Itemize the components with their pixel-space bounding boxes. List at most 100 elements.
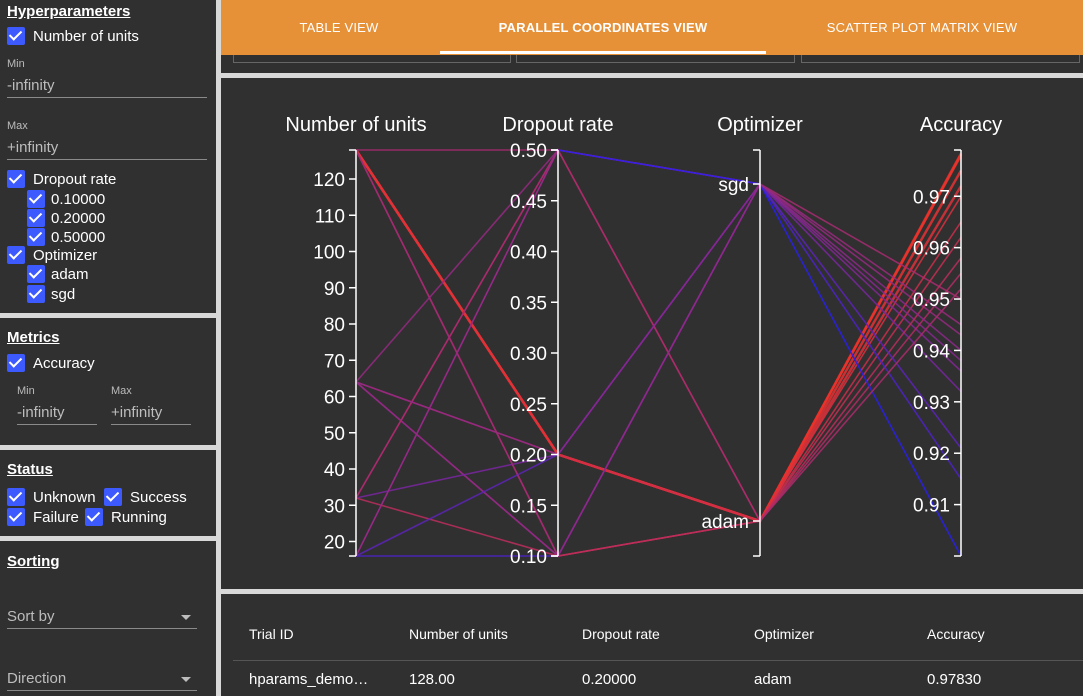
axis-tick-label: 0.97 (913, 187, 950, 208)
axis-tick-label: 60 (324, 388, 345, 409)
accuracy-min-label: Min (17, 385, 35, 397)
sorting-panel: Sorting Sort by Direction (0, 541, 216, 696)
optimizer-option-label: sgd (51, 285, 76, 303)
axis-tick-label: 50 (324, 424, 345, 445)
checkbox-icon (7, 508, 25, 526)
accuracy-checkbox[interactable]: Accuracy (7, 354, 95, 372)
axis-tick-label: 90 (324, 279, 345, 300)
table-cell-trial-id[interactable]: hparams_demo… (249, 671, 369, 688)
table-cell-dropout: 0.20000 (582, 671, 637, 688)
direction-select[interactable]: Direction (7, 670, 197, 691)
status-failure-label: Failure (33, 508, 79, 526)
trial-line (355, 182, 962, 456)
table-header-trial-id[interactable]: Trial ID (249, 626, 294, 642)
optimizer-option-checkbox[interactable]: sgd (27, 285, 75, 303)
axis-title: Dropout rate (502, 114, 613, 136)
tab-parallel-coordinates-view[interactable]: PARALLEL COORDINATES VIEW (498, 20, 708, 35)
optimizer-option-checkbox[interactable]: adam (27, 265, 89, 283)
table-cell-optimizer: adam (754, 671, 792, 688)
checkbox-icon (7, 488, 25, 506)
sidebar: Hyperparameters Number of units Min -inf… (0, 0, 216, 696)
column-selector[interactable] (801, 55, 1080, 63)
trial-line (355, 257, 962, 557)
accuracy-label: Accuracy (33, 354, 95, 372)
axis-tick-label: 0.94 (913, 341, 950, 362)
dropout-option-label: 0.20000 (51, 209, 106, 227)
axis-tick-label: 100 (313, 243, 345, 264)
accuracy-min-input[interactable]: -infinity (17, 404, 97, 425)
view-tabs: TABLE VIEW PARALLEL COORDINATES VIEW SCA… (221, 0, 1083, 55)
metrics-title: Metrics (7, 329, 60, 346)
dropout-option-label: 0.10000 (51, 190, 106, 208)
parallel-coordinates-plot: Number of units 120 110 100 90 80 70 60 50 40 30 20… (221, 78, 1083, 589)
table-cell-accuracy: 0.97830 (927, 671, 982, 688)
optimizer-checkbox[interactable]: Optimizer (7, 246, 97, 264)
dropout-option-checkbox[interactable]: 0.10000 (27, 190, 105, 208)
sort-by-label: Sort by (7, 608, 55, 625)
column-selector[interactable] (233, 55, 511, 63)
optimizer-label: Optimizer (33, 246, 98, 264)
column-selector-bar (221, 55, 1083, 73)
status-success-checkbox[interactable]: Success (104, 488, 187, 506)
column-selector[interactable] (516, 55, 795, 63)
table-cell-units: 128.00 (409, 671, 455, 688)
table-header-accuracy[interactable]: Accuracy (927, 626, 985, 642)
checkbox-icon (7, 354, 25, 372)
sort-by-select[interactable]: Sort by (7, 608, 197, 629)
accuracy-max-input[interactable]: +infinity (111, 404, 191, 425)
accuracy-max-label: Max (111, 385, 132, 397)
table-header-units[interactable]: Number of units (409, 626, 508, 642)
trial-line (355, 149, 962, 499)
dropdown-caret-icon (181, 677, 191, 682)
dropout-option-checkbox[interactable]: 0.50000 (27, 228, 105, 246)
axis-tick-label: 30 (324, 496, 345, 517)
table-header-dropout[interactable]: Dropout rate (582, 626, 660, 642)
status-success-label: Success (130, 488, 187, 506)
axis-tick-label: 0.20 (510, 446, 547, 467)
dropout-label: Dropout rate (33, 170, 117, 188)
status-running-label: Running (111, 508, 167, 526)
axis-tick-label: 110 (315, 206, 345, 227)
checkbox-icon (7, 170, 25, 188)
table-header-optimizer[interactable]: Optimizer (754, 626, 814, 642)
status-running-checkbox[interactable]: Running (85, 508, 167, 526)
trial-line (355, 149, 962, 557)
checkbox-icon (104, 488, 122, 506)
axis-tick-label: 20 (324, 533, 345, 554)
axis-tick-label: adam (701, 512, 749, 533)
units-max-input[interactable]: +infinity (7, 139, 207, 160)
trial-line (355, 149, 962, 383)
status-unknown-checkbox[interactable]: Unknown (7, 488, 96, 506)
checkbox-icon (7, 246, 25, 264)
checkbox-icon (27, 285, 45, 303)
axis-tick-label: 0.93 (913, 393, 950, 414)
dropout-option-checkbox[interactable]: 0.20000 (27, 209, 105, 227)
units-min-input[interactable]: -infinity (7, 77, 207, 98)
axis-tick-label: 40 (324, 460, 345, 481)
units-label: Number of units (33, 27, 139, 45)
tab-table-view[interactable]: TABLE VIEW (299, 20, 379, 35)
axis-title: Number of units (285, 114, 426, 136)
hyperparameters-panel: Hyperparameters Number of units Min -inf… (0, 0, 216, 313)
status-failure-checkbox[interactable]: Failure (7, 508, 79, 526)
dropdown-caret-icon (181, 615, 191, 620)
optimizer-option-label: adam (51, 265, 89, 283)
status-panel: Status Unknown Success Failure Running (0, 450, 216, 536)
axis-tick-label: 0.50 (510, 141, 547, 162)
axis-tick-label: 0.40 (510, 243, 547, 264)
tab-scatter-plot-matrix-view[interactable]: SCATTER PLOT MATRIX VIEW (826, 20, 1018, 35)
axis-tick-label: 0.45 (510, 192, 547, 213)
units-min-label: Min (7, 58, 25, 70)
axis-tick-label: 120 (313, 170, 345, 191)
axis-tick-label: 0.15 (510, 496, 547, 517)
axis-tick-label: 0.35 (510, 293, 547, 314)
axis-tick-label: 0.30 (510, 344, 547, 365)
checkbox-icon (7, 27, 25, 45)
units-checkbox[interactable]: Number of units (7, 27, 139, 45)
dropout-checkbox[interactable]: Dropout rate (7, 170, 116, 188)
parallel-coordinates-svg: Number of units 120 110 100 90 80 70 60 50 40 30 20… (285, 114, 1002, 568)
axis-tick-label: 0.95 (913, 290, 950, 311)
axis-tick-label: 0.91 (913, 496, 950, 517)
trial-line (355, 149, 962, 558)
axis-tick-label: 0.10 (510, 547, 547, 568)
